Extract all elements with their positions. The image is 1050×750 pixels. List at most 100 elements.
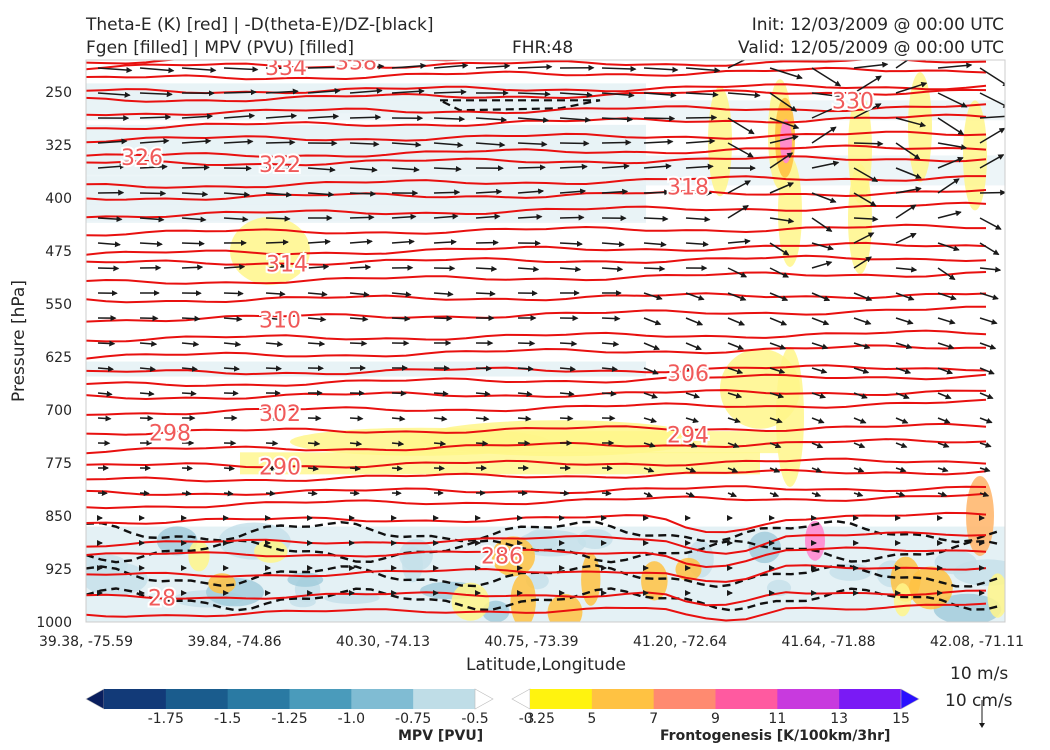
- wind-vector: [937, 92, 968, 108]
- wind-vector: [139, 163, 168, 170]
- mpv-colorbar: -1.75 -1.5 -1.25 -1.0 -0.75 -0.5 -0.25: [85, 688, 555, 727]
- wind-vector: [811, 104, 841, 119]
- wind-vector: [559, 214, 585, 221]
- wind-vector: [97, 390, 113, 397]
- colorbar-segment: [351, 689, 414, 709]
- wind-vector: [895, 392, 910, 400]
- wind-vector: [265, 365, 282, 372]
- theta-e-line: [86, 485, 987, 496]
- wind-vector: [853, 232, 875, 244]
- wind-vector: [307, 291, 328, 298]
- wind-vector: [727, 491, 738, 498]
- wind-vector: [853, 317, 872, 325]
- wind-vector: [811, 367, 828, 374]
- wind-vector: [853, 466, 865, 473]
- wind-vector: [769, 217, 795, 224]
- theta-e-line: [86, 468, 987, 483]
- wind-vector: [811, 260, 833, 269]
- wind-vector: [517, 188, 545, 195]
- wind-vector: [979, 292, 999, 301]
- wind-vector: [433, 165, 462, 172]
- wind-vector: [811, 217, 833, 232]
- y-tick-label: 550: [45, 297, 72, 313]
- wind-vector: [391, 166, 420, 173]
- wind-vector: [727, 367, 744, 375]
- colorbar-extend: [900, 688, 920, 710]
- y-axis: 250 325 400 475 550 625 700 775 850 925 1000: [36, 85, 72, 631]
- wind-vector: [517, 340, 536, 347]
- wind-vector: [811, 317, 830, 326]
- wind-vector: [937, 156, 964, 169]
- theta-e-line: [86, 329, 987, 343]
- wind-vector: [601, 390, 617, 397]
- wind-vector: [643, 138, 674, 145]
- wind-vector: [811, 160, 840, 169]
- fgen-blob: [230, 216, 310, 285]
- x-axis: 39.38, -75.59 39.84, -74.86 40.30, -74.13 4…: [39, 634, 1024, 650]
- wind-vector: [685, 67, 721, 74]
- y-tick-label: 400: [45, 191, 72, 207]
- x-tick-label: 40.30, -74.13: [336, 634, 430, 650]
- wind-vector: [895, 167, 922, 179]
- fgen-core: [966, 475, 994, 556]
- wind-vector: [223, 138, 254, 145]
- wind-vector: [937, 242, 960, 252]
- wind-vector: [223, 113, 256, 119]
- wind-vector: [181, 67, 217, 74]
- wind-vector: [97, 365, 114, 372]
- fgen-blob: [893, 583, 912, 617]
- wind-vector: [433, 440, 447, 447]
- wind-vector: [769, 292, 789, 302]
- wind-vector: [559, 163, 588, 170]
- wind-vector: [223, 490, 234, 497]
- wind-vector: [853, 61, 889, 69]
- wind-vector: [685, 367, 702, 375]
- wind-vector: [559, 140, 590, 147]
- wind-vector: [727, 267, 748, 278]
- wind-vector: [391, 415, 406, 422]
- wind-vector: [979, 217, 1002, 230]
- wind-vector: [517, 266, 540, 273]
- x-tick-label: 39.84, -74.86: [187, 634, 281, 650]
- wind-vector: [307, 340, 326, 347]
- wind-reference-horizontal: 10 m/s: [950, 664, 1009, 684]
- wind-vector: [391, 390, 407, 397]
- colorbar-tick: 11: [768, 711, 786, 727]
- fgen-blob: [909, 566, 953, 610]
- fgen-streak: [963, 100, 987, 211]
- wind-vector: [601, 92, 635, 99]
- wind-vector: [685, 467, 697, 473]
- wind-vector: [685, 392, 701, 399]
- wind-vector: [559, 91, 593, 98]
- wind-vector: [433, 116, 466, 122]
- wind-vector: [853, 103, 882, 119]
- wind-vector: [643, 442, 656, 448]
- wind-vector: [307, 490, 318, 497]
- colorbar-segment: [530, 689, 593, 709]
- wind-vector: [349, 465, 361, 472]
- wind-vector: [895, 60, 910, 69]
- theta-e-line: [86, 103, 987, 117]
- wind-vector: [265, 88, 299, 95]
- colorbar-tick: -0.75: [395, 711, 431, 727]
- wind-vector: [979, 266, 1002, 273]
- wind-vector: [727, 442, 740, 449]
- wind-vector: [559, 415, 574, 422]
- theta-e-line: [86, 271, 987, 285]
- wind-vector: [97, 91, 131, 98]
- y-tick-label: 850: [45, 509, 72, 525]
- fgen-blob: [451, 582, 490, 621]
- x-tick-label: 39.38, -75.59: [39, 634, 133, 650]
- wind-vector: [265, 341, 284, 348]
- wind-vector: [475, 440, 489, 447]
- wind-vector: [895, 466, 907, 473]
- wind-vector: [643, 417, 657, 424]
- theta-e-line: [86, 201, 987, 219]
- init-time: Init: 12/03/2009 @ 00:00 UTC: [751, 15, 1004, 35]
- wind-vector: [769, 267, 789, 278]
- wind-vector: [643, 241, 667, 248]
- colorbar-extend: [474, 688, 494, 710]
- wind-vector: [559, 266, 582, 273]
- theta-e-line: [86, 373, 987, 388]
- wind-vector: [349, 87, 383, 94]
